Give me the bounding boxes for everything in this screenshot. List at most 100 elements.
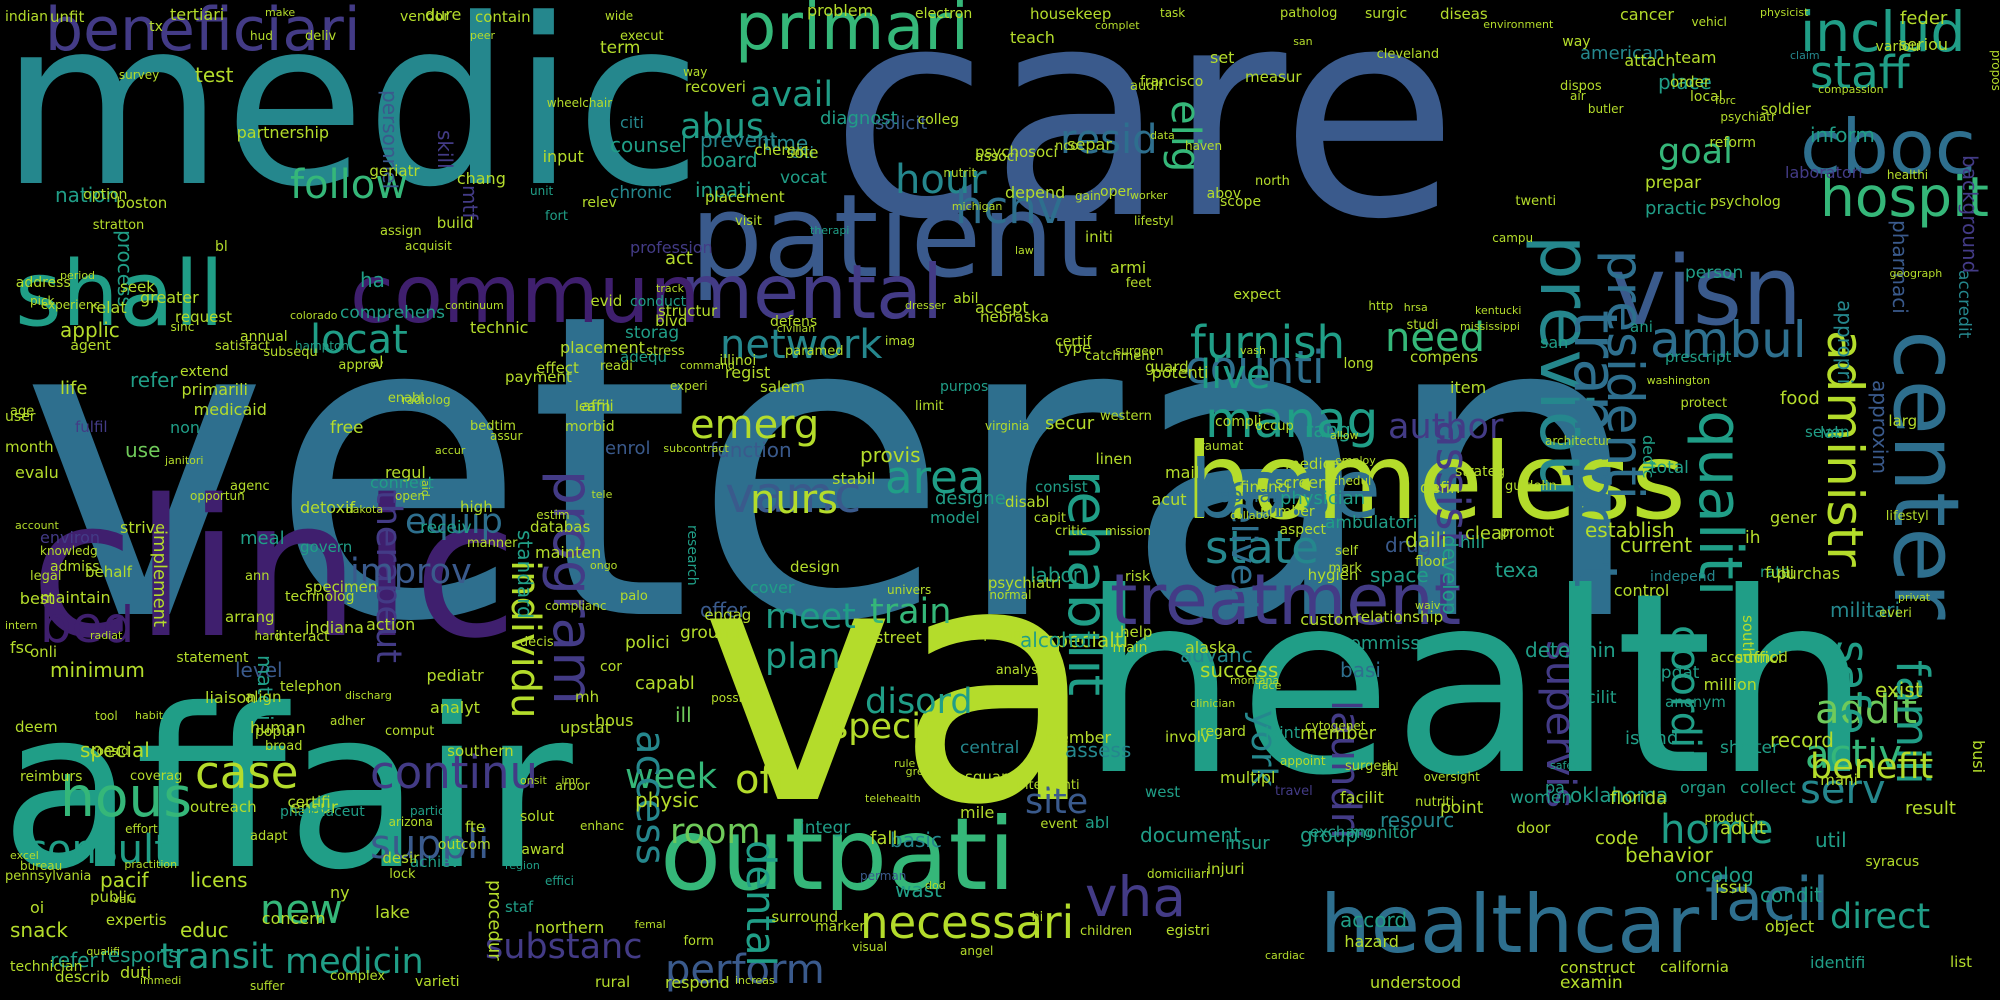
word-estim: estim <box>536 509 569 521</box>
word-involv: involv <box>1165 730 1210 745</box>
word-technic: technic <box>470 320 528 336</box>
word-kentucki: kentucki <box>1475 305 1521 316</box>
word-medicaid: medicaid <box>194 402 267 418</box>
word-civilian: civilian <box>777 323 816 334</box>
word-measur: measur <box>1245 70 1302 85</box>
word-qualifi: qualifi <box>86 946 120 957</box>
word-citi: citi <box>620 115 644 131</box>
word-chronic: chronic <box>610 185 672 202</box>
word-designe: designe <box>935 490 1006 508</box>
word-appoint: appoint <box>1280 755 1326 767</box>
word-gain: gain <box>1075 190 1101 202</box>
word-staf: staf <box>505 900 533 915</box>
word-nutrit: nutrit <box>943 167 976 179</box>
word-coverag: coverag <box>130 770 182 783</box>
word-door: door <box>1516 821 1550 836</box>
word-practic: practic <box>1645 200 1707 218</box>
word-type: type <box>1058 341 1092 356</box>
word-deem: deem <box>15 720 58 735</box>
word-privat: privat <box>1898 592 1930 603</box>
word-bedtim: bedtim <box>470 420 516 433</box>
word-background: background <box>1960 155 1980 273</box>
word-compassion: compassion <box>1818 84 1883 95</box>
word-experi: experi <box>670 380 708 392</box>
word-lock: lock <box>389 868 415 881</box>
word-ani: ani <box>1630 320 1653 335</box>
word-way: way <box>683 66 707 78</box>
word-assign: assign <box>380 225 422 238</box>
word-seven: seven <box>1805 425 1850 440</box>
word-certifi: certifi <box>287 795 330 810</box>
word-imag: imag <box>885 335 915 347</box>
word-ih: ih <box>1745 530 1761 547</box>
word-person: person <box>1685 265 1743 282</box>
word-psychosoci: psychosoci <box>975 145 1058 160</box>
word-ground: ground <box>680 625 740 642</box>
word-colleg: colleg <box>918 113 960 127</box>
word-hard: hard <box>255 630 282 642</box>
word-standard: standard <box>515 530 535 619</box>
word-evalu: evalu <box>15 465 59 481</box>
word-stratton: stratton <box>93 219 145 232</box>
word-effici: effici <box>545 875 574 887</box>
word-life: life <box>60 380 87 398</box>
word-pennsylvania: pennsylvania <box>5 870 91 883</box>
word-use: use <box>125 440 160 460</box>
word-femal: femal <box>635 919 666 930</box>
word-implement: implement <box>150 530 168 627</box>
word-morbid: morbid <box>565 420 615 434</box>
word-defin: defin <box>1420 480 1460 496</box>
word-nutriti: nutriti <box>1415 796 1454 809</box>
word-train: train <box>870 595 951 630</box>
word-best: best <box>20 591 55 607</box>
word-peer: peer <box>470 30 495 41</box>
word-multipl: multipl <box>1220 770 1276 786</box>
word-desir: desir <box>382 851 419 866</box>
word-accredit: accredit <box>1955 270 1972 338</box>
word-prepar: prepar <box>1645 175 1701 192</box>
word-refer: refer <box>130 370 178 390</box>
word-safe: safe <box>1830 640 1875 735</box>
word-oversight: oversight <box>1424 771 1480 783</box>
word-execut: execut <box>620 30 664 43</box>
word-facilit: facilit <box>1570 690 1617 707</box>
word-engag: engag <box>704 608 751 623</box>
word-effect: effect <box>536 361 579 376</box>
word-fulfil: fulfil <box>75 420 108 435</box>
word-understood: understood <box>1370 975 1461 991</box>
word-fte: fte <box>465 820 485 835</box>
word-visual: visual <box>852 941 887 953</box>
word-face: face <box>1258 680 1281 691</box>
word-cleveland: cleveland <box>1377 48 1440 61</box>
word-illinoi: illinoi <box>719 354 756 368</box>
word-month: month <box>5 440 54 455</box>
word-squar: squar <box>965 770 1007 785</box>
word-educ: educ <box>180 920 229 940</box>
word-data: data <box>1150 130 1175 141</box>
word-specif: specif <box>830 710 933 745</box>
word-washington: washington <box>1647 375 1710 386</box>
word-account: account <box>15 520 59 531</box>
word-outreach: outreach <box>190 800 257 815</box>
word-way: way <box>1562 35 1590 49</box>
word-fsc: fsc <box>10 640 33 656</box>
word-compli: compli <box>1215 415 1262 429</box>
word-outcom: outcom <box>438 838 491 852</box>
word-vocat: vocat <box>780 170 827 187</box>
word-tool: tool <box>95 710 118 722</box>
word-reform: reform <box>1709 136 1756 150</box>
word-specimen: specimen <box>305 580 377 595</box>
word-schedul: schedul <box>1325 475 1371 487</box>
word-dresser: dresser <box>905 300 946 311</box>
word-compens: compens <box>1410 350 1478 365</box>
word-relev: relev <box>582 196 617 210</box>
word-screen: screen <box>1275 475 1328 491</box>
word-control: control <box>1614 583 1669 599</box>
word-act: act <box>665 250 693 268</box>
word-minimum: minimum <box>50 660 145 680</box>
word-util: util <box>1815 830 1847 850</box>
word-decis: decis <box>520 636 554 649</box>
word-item: item <box>1450 380 1486 396</box>
word-janitori: janitori <box>165 455 203 466</box>
word-hazard: hazard <box>1344 934 1399 950</box>
